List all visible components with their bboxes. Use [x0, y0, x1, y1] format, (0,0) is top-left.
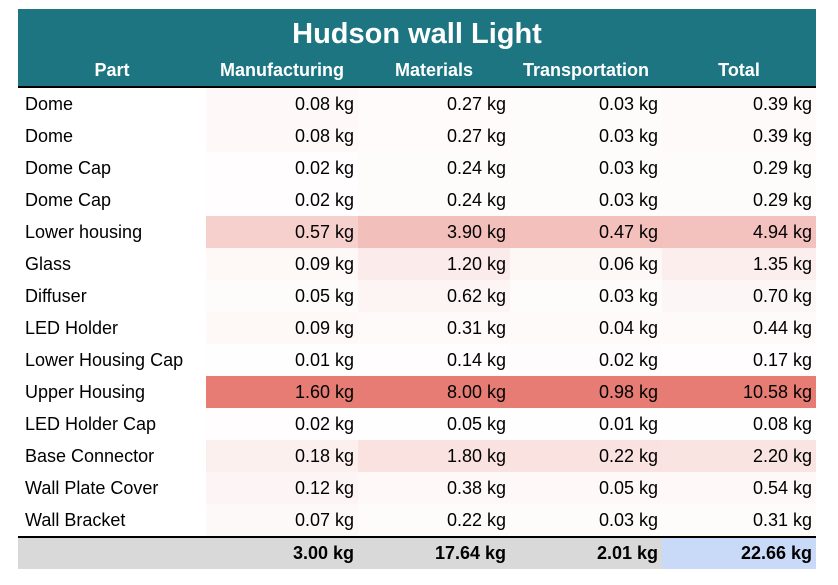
header-part: Part	[94, 60, 130, 80]
materials-cell: 0.62 kg	[358, 280, 510, 312]
manufacturing-cell: 0.08 kg	[206, 88, 358, 120]
manufacturing-cell: 0.09 kg	[206, 248, 358, 280]
total-manufacturing: 3.00 kg	[292, 543, 354, 563]
materials-cell: 0.24 kg	[358, 184, 510, 216]
table-row: Upper Housing 1.60 kg 8.00 kg 0.98 kg 10.58 …	[18, 376, 816, 408]
manufacturing-cell: 0.09 kg	[206, 312, 358, 344]
part-name: LED Holder Cap	[25, 414, 157, 434]
materials-cell: 0.27 kg	[358, 88, 510, 120]
manufacturing-cell: 0.02 kg	[206, 152, 358, 184]
manufacturing-cell: 0.02 kg	[206, 184, 358, 216]
table-row: Glass 0.09 kg 1.20 kg 0.06 kg 1.35 kg	[18, 248, 816, 280]
manufacturing-cell: 0.05 kg	[206, 280, 358, 312]
manufacturing-cell: 1.60 kg	[206, 376, 358, 408]
table-row: Dome 0.08 kg 0.27 kg 0.03 kg 0.39 kg	[18, 120, 816, 152]
part-name: Glass	[25, 254, 72, 274]
transportation-cell: 0.47 kg	[510, 216, 662, 248]
total-cell: 0.39 kg	[662, 88, 816, 120]
part-name: Wall Plate Cover	[25, 478, 159, 498]
transportation-cell: 0.22 kg	[510, 440, 662, 472]
table-title: Hudson wall Light	[18, 9, 816, 55]
manufacturing-cell: 0.07 kg	[206, 504, 358, 536]
part-name: Dome Cap	[25, 190, 112, 210]
part-name: Lower housing	[25, 222, 143, 242]
materials-cell: 0.38 kg	[358, 472, 510, 504]
header-row: Part Manufacturing Materials Transportat…	[18, 55, 816, 88]
total-total: 22.66 kg	[662, 538, 816, 569]
part-name: Dome Cap	[25, 158, 112, 178]
materials-cell: 0.27 kg	[358, 120, 510, 152]
transportation-cell: 0.02 kg	[510, 344, 662, 376]
materials-cell: 1.80 kg	[358, 440, 510, 472]
total-cell: 4.94 kg	[662, 216, 816, 248]
header-total: Total	[718, 60, 760, 80]
materials-cell: 0.05 kg	[358, 408, 510, 440]
materials-cell: 0.24 kg	[358, 152, 510, 184]
part-name: Dome	[25, 94, 74, 114]
manufacturing-cell: 0.18 kg	[206, 440, 358, 472]
total-cell: 0.54 kg	[662, 472, 816, 504]
total-cell: 10.58 kg	[662, 376, 816, 408]
manufacturing-cell: 0.08 kg	[206, 120, 358, 152]
total-materials: 17.64 kg	[434, 543, 506, 563]
part-name: LED Holder	[25, 318, 119, 338]
header-manufacturing: Manufacturing	[220, 60, 344, 80]
materials-cell: 8.00 kg	[358, 376, 510, 408]
total-cell: 1.35 kg	[662, 248, 816, 280]
table-row: LED Holder Cap 0.02 kg 0.05 kg 0.01 kg 0.08 …	[18, 408, 816, 440]
table-row: Base Connector 0.18 kg 1.80 kg 0.22 kg 2.20 …	[18, 440, 816, 472]
header-materials: Materials	[394, 60, 474, 80]
part-name: Wall Bracket	[25, 510, 126, 530]
transportation-cell: 0.01 kg	[510, 408, 662, 440]
totals-label	[18, 538, 206, 569]
part-name: Base Connector	[25, 446, 155, 466]
emissions-table: Hudson wall Light Part Manufacturing Mat…	[18, 9, 816, 569]
table-row: LED Holder 0.09 kg 0.31 kg 0.04 kg 0.44 kg	[18, 312, 816, 344]
transportation-cell: 0.03 kg	[510, 120, 662, 152]
materials-cell: 0.14 kg	[358, 344, 510, 376]
total-transportation: 2.01 kg	[596, 543, 658, 563]
table-row: Lower housing 0.57 kg 3.90 kg 0.47 kg 4.94 k…	[18, 216, 816, 248]
materials-cell: 1.20 kg	[358, 248, 510, 280]
transportation-cell: 0.03 kg	[510, 184, 662, 216]
table-row: Dome Cap 0.02 kg 0.24 kg 0.03 kg 0.29 kg	[18, 184, 816, 216]
total-cell: 0.17 kg	[662, 344, 816, 376]
materials-cell: 0.31 kg	[358, 312, 510, 344]
total-cell: 0.70 kg	[662, 280, 816, 312]
manufacturing-cell: 0.12 kg	[206, 472, 358, 504]
table-row: Dome 0.08 kg 0.27 kg 0.03 kg 0.39 kg	[18, 88, 816, 120]
table-row: Lower Housing Cap 0.01 kg 0.14 kg 0.02 kg 0.…	[18, 344, 816, 376]
part-name: Lower Housing Cap	[25, 350, 184, 370]
total-cell: 2.20 kg	[662, 440, 816, 472]
transportation-cell: 0.05 kg	[510, 472, 662, 504]
transportation-cell: 0.98 kg	[510, 376, 662, 408]
manufacturing-cell: 0.02 kg	[206, 408, 358, 440]
total-cell: 0.08 kg	[662, 408, 816, 440]
total-cell: 0.39 kg	[662, 120, 816, 152]
total-cell: 0.29 kg	[662, 184, 816, 216]
materials-cell: 0.22 kg	[358, 504, 510, 536]
transportation-cell: 0.03 kg	[510, 280, 662, 312]
part-name: Diffuser	[25, 286, 87, 306]
totals-row: 3.00 kg 17.64 kg 2.01 kg 22.66 kg	[18, 536, 816, 569]
part-name: Upper Housing	[25, 382, 146, 402]
total-cell: 0.31 kg	[662, 504, 816, 536]
materials-cell: 3.90 kg	[358, 216, 510, 248]
transportation-cell: 0.04 kg	[510, 312, 662, 344]
table-row: Wall Bracket 0.07 kg 0.22 kg 0.03 kg 0.31 kg	[18, 504, 816, 536]
manufacturing-cell: 0.57 kg	[206, 216, 358, 248]
total-cell: 0.29 kg	[662, 152, 816, 184]
total-cell: 0.44 kg	[662, 312, 816, 344]
header-transportation: Transportation	[522, 60, 649, 80]
table-row: Wall Plate Cover 0.12 kg 0.38 kg 0.05 kg 0.5…	[18, 472, 816, 504]
transportation-cell: 0.03 kg	[510, 504, 662, 536]
transportation-cell: 0.06 kg	[510, 248, 662, 280]
transportation-cell: 0.03 kg	[510, 152, 662, 184]
part-name: Dome	[25, 126, 74, 146]
transportation-cell: 0.03 kg	[510, 88, 662, 120]
table-row: Dome Cap 0.02 kg 0.24 kg 0.03 kg 0.29 kg	[18, 152, 816, 184]
manufacturing-cell: 0.01 kg	[206, 344, 358, 376]
table-row: Diffuser 0.05 kg 0.62 kg 0.03 kg 0.70 kg	[18, 280, 816, 312]
